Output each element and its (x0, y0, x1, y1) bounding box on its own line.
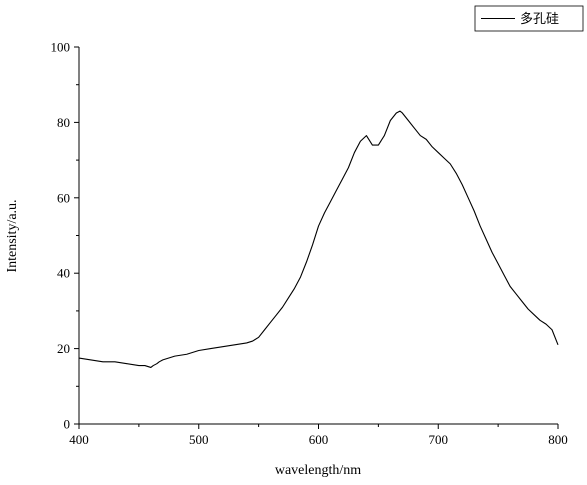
y-tick-label: 40 (57, 266, 70, 281)
x-tick-label: 400 (69, 432, 89, 447)
y-axis-label: Intensity/a.u. (5, 199, 20, 272)
x-tick-label: 700 (429, 432, 449, 447)
x-tick-label: 500 (189, 432, 209, 447)
y-tick-label: 100 (51, 40, 71, 55)
legend-entry-label: 多孔硅 (520, 11, 559, 27)
axes: 400 500 600 700 800 0 20 40 60 80 100 (51, 40, 568, 448)
x-axis-label: wavelength/nm (275, 463, 361, 478)
plot-area (78, 110, 559, 369)
y-tick-label: 60 (57, 190, 70, 205)
legend: 多孔硅 (474, 5, 584, 32)
y-tick-label: 20 (57, 341, 70, 356)
y-tick-label: 80 (57, 115, 70, 130)
x-tick-label: 800 (548, 432, 568, 447)
y-tick-label: 0 (64, 417, 71, 432)
x-tick-label: 600 (309, 432, 329, 447)
series-line-0 (78, 110, 559, 369)
